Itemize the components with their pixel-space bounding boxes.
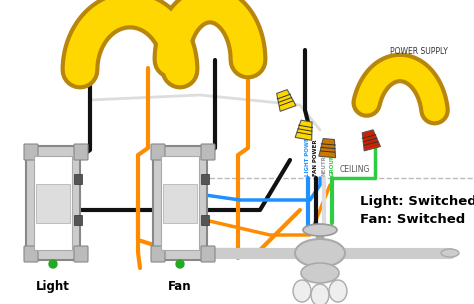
- Text: FAN POWER: FAN POWER: [313, 139, 319, 176]
- Bar: [74, 174, 82, 184]
- Ellipse shape: [303, 224, 337, 236]
- Bar: [201, 215, 209, 224]
- Ellipse shape: [301, 263, 339, 283]
- FancyBboxPatch shape: [153, 146, 207, 260]
- Polygon shape: [277, 90, 296, 111]
- FancyBboxPatch shape: [151, 144, 165, 160]
- Text: Light: Light: [36, 280, 70, 293]
- Circle shape: [49, 260, 57, 268]
- FancyBboxPatch shape: [24, 144, 38, 160]
- Ellipse shape: [329, 280, 347, 302]
- Text: Fan: Switched: Fan: Switched: [360, 213, 465, 226]
- Bar: [74, 215, 82, 224]
- FancyBboxPatch shape: [151, 246, 165, 262]
- FancyBboxPatch shape: [74, 144, 88, 160]
- Polygon shape: [362, 130, 381, 151]
- FancyBboxPatch shape: [201, 144, 215, 160]
- Ellipse shape: [441, 249, 459, 257]
- Text: Fan: Fan: [168, 280, 192, 293]
- Text: POWER SUPPLY: POWER SUPPLY: [390, 47, 448, 57]
- Ellipse shape: [293, 280, 311, 302]
- FancyBboxPatch shape: [24, 246, 38, 262]
- Bar: [163, 184, 197, 223]
- Bar: [161, 156, 199, 250]
- Text: GROUND: GROUND: [329, 149, 335, 176]
- FancyBboxPatch shape: [74, 246, 88, 262]
- FancyBboxPatch shape: [201, 246, 215, 262]
- Text: CEILING: CEILING: [340, 165, 370, 174]
- Bar: [34, 156, 72, 250]
- Text: LIGHT POWER: LIGHT POWER: [306, 133, 310, 176]
- Text: Light: Switched: Light: Switched: [360, 195, 474, 208]
- Ellipse shape: [295, 239, 345, 267]
- Circle shape: [176, 260, 184, 268]
- Text: NEUTRAL: NEUTRAL: [321, 147, 327, 176]
- Ellipse shape: [311, 284, 329, 304]
- Polygon shape: [319, 139, 336, 158]
- Bar: [201, 174, 209, 184]
- Bar: [36, 184, 70, 223]
- FancyBboxPatch shape: [26, 146, 80, 260]
- Ellipse shape: [181, 249, 199, 257]
- Polygon shape: [295, 120, 312, 140]
